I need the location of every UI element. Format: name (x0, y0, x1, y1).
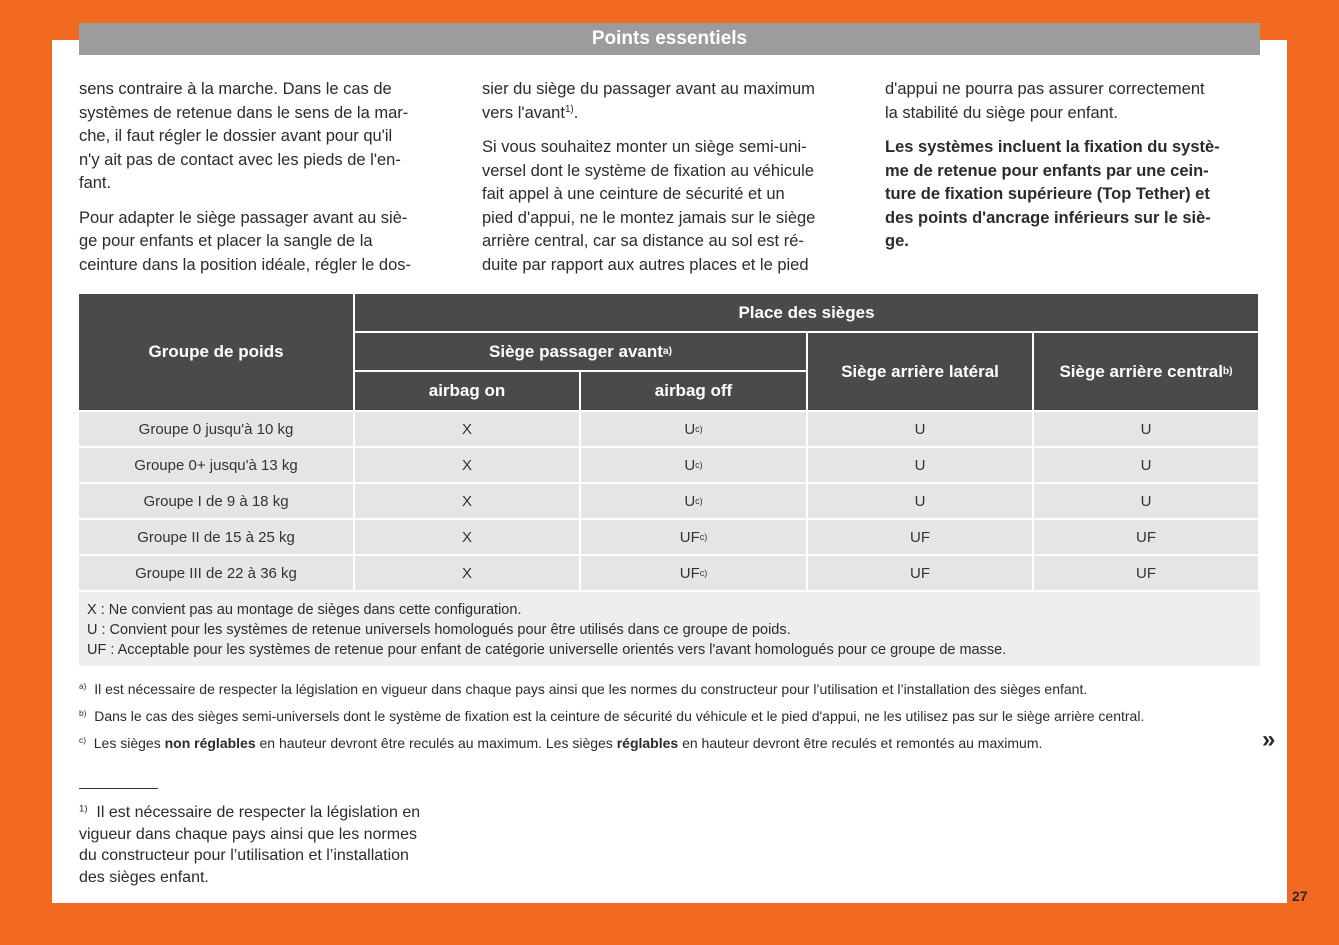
body-text-line: ge. (885, 232, 909, 250)
table-cell: X (355, 448, 579, 482)
note-mark: b) (79, 707, 87, 718)
body-text-line: la stabilité du siège pour enfant. (885, 103, 1118, 122)
continue-mark: » (1262, 726, 1276, 753)
table-cell: UF c) (581, 556, 806, 590)
table-cell: U (1034, 484, 1258, 518)
text: . (573, 103, 579, 122)
footnote-mark: 1) (79, 803, 88, 815)
body-text-line: d'appui ne pourra pas assurer correcteme… (885, 80, 1205, 98)
body-text-line: Si vous souhaitez monter un siège semi-u… (482, 138, 807, 156)
note-text: Il est nécessaire de respecter la législ… (94, 681, 1088, 697)
table-cell: Groupe III de 22 à 36 kg (79, 556, 353, 590)
footnote-line: 1) Il est nécessaire de respecter la lég… (79, 802, 420, 824)
table-cell: U (808, 412, 1032, 446)
body-text-line: fant. (79, 174, 112, 192)
page-number: 27 (1292, 888, 1308, 904)
table-cell: UF (1034, 556, 1258, 590)
table-cell: UF (1034, 520, 1258, 554)
body-text-line: sens contraire à la marche. Dans le cas … (79, 80, 392, 98)
body-text-line: duite par rapport aux autres places et l… (482, 255, 809, 274)
text: vers l'avant (482, 103, 565, 122)
body-text-line: Pour adapter le siège passager avant au … (79, 208, 408, 227)
body-text-line: ceinture dans la position idéale, régler… (79, 255, 412, 274)
text: UF (679, 528, 700, 546)
header-title: Points essentiels (591, 28, 748, 49)
note-text: réglables (616, 735, 679, 751)
note-mark: a) (79, 680, 87, 691)
note-text: en hauteur devront être reculés au maxim… (255, 735, 617, 751)
footnote-text: vigueur dans chaque pays ainsi que les n… (79, 825, 417, 843)
body-text-line: Les systèmes incluent la fixation du sys… (885, 138, 1220, 156)
table-cell: Groupe II de 15 à 25 kg (79, 520, 353, 554)
text: U (684, 456, 696, 474)
body-text-line: vers l'avant1). (482, 102, 578, 126)
table-cell: UF (808, 556, 1032, 590)
body-text-line: systèmes de retenue dans le sens de la m… (79, 103, 409, 122)
table-cell: U (808, 484, 1032, 518)
body-text-line: des points d'ancrage inférieurs sur le s… (885, 208, 1211, 227)
table-header: airbag off (581, 372, 806, 410)
footnote-line: vigueur dans chaque pays ainsi que les n… (79, 824, 420, 846)
table-cell: U (808, 448, 1032, 482)
table-cell: Groupe 0 jusqu'à 10 kg (79, 412, 353, 446)
note-text: Les sièges (93, 735, 165, 751)
table-note: c) Les sièges non réglables en hauteur d… (79, 734, 1042, 752)
footnote: 1) Il est nécessaire de respecter la lég… (79, 802, 420, 888)
body-text-line: arrière central, car sa distance au sol … (482, 232, 804, 250)
table-cell: U (1034, 412, 1258, 446)
table-cell: Groupe 0+ jusqu'à 13 kg (79, 448, 353, 482)
body-text-line: versel dont le système de fixation au vé… (482, 161, 815, 180)
body-text-line: che, il faut régler le dossier avant pou… (79, 127, 393, 145)
body-text-line: sier du siège du passager avant au maxim… (482, 80, 815, 98)
body-text-line: n'y ait pas de contact avec les pieds de… (79, 150, 401, 169)
text: U (684, 492, 696, 510)
text: Siège arrière central (1059, 361, 1223, 381)
text: Siège passager avant (489, 341, 663, 361)
body-text-line: pied d'appui, ne le montez jamais sur le… (482, 208, 816, 227)
footnote-line: des sièges enfant. (79, 867, 420, 889)
table-header: Groupe de poids (79, 294, 353, 410)
table-header: Siège arrière latéral (808, 333, 1032, 410)
text: U (684, 420, 696, 438)
footnote-rule (79, 788, 158, 789)
legend-line: U : Convient pour les systèmes de retenu… (87, 622, 791, 638)
note-text: Dans le cas des sièges semi-universels d… (94, 708, 1145, 724)
footnote-text: des sièges enfant. (79, 868, 209, 886)
table-cell: Groupe I de 9 à 18 kg (79, 484, 353, 518)
table-header: airbag on (355, 372, 579, 410)
body-text-line: ge pour enfants et placer la sangle de l… (79, 232, 373, 250)
footnote-text: Il est nécessaire de respecter la législ… (96, 804, 421, 821)
body-text-line: fait appel à une ceinture de sécurité et… (482, 185, 785, 203)
table-note: a) Il est nécessaire de respecter la lég… (79, 680, 1087, 698)
table-cell: UF (808, 520, 1032, 554)
table-cell: U (1034, 448, 1258, 482)
header-bar (79, 23, 1260, 55)
text: UF (679, 564, 700, 582)
table-cell: X (355, 556, 579, 590)
body-text-line: me de retenue pour enfants par une cein- (885, 161, 1209, 180)
note-text: non réglables (164, 735, 256, 751)
table-cell: UF c) (581, 520, 806, 554)
note-mark: c) (79, 734, 86, 745)
table-note: b) Dans le cas des sièges semi-universel… (79, 707, 1144, 725)
table-header: Place des sièges (355, 294, 1258, 331)
table-cell: X (355, 520, 579, 554)
footnote-text: du constructeur pour l’utilisation et l’… (79, 847, 409, 864)
table-cell: X (355, 412, 579, 446)
table-legend: X : Ne convient pas au montage de sièges… (79, 592, 1260, 666)
superscript: 1) (564, 103, 574, 115)
table-cell: X (355, 484, 579, 518)
note-text: en hauteur devront être reculés et remon… (678, 735, 1043, 751)
table-header: Siège passager avant a) (355, 333, 806, 370)
legend-line: X : Ne convient pas au montage de sièges… (87, 602, 522, 618)
legend-line: UF : Acceptable pour les systèmes de ret… (87, 642, 1007, 658)
body-text-line: ture de fixation supérieure (Top Tether)… (885, 185, 1210, 203)
table-header: Siège arrière central b) (1034, 333, 1258, 410)
footnote-line: du constructeur pour l’utilisation et l’… (79, 845, 420, 867)
